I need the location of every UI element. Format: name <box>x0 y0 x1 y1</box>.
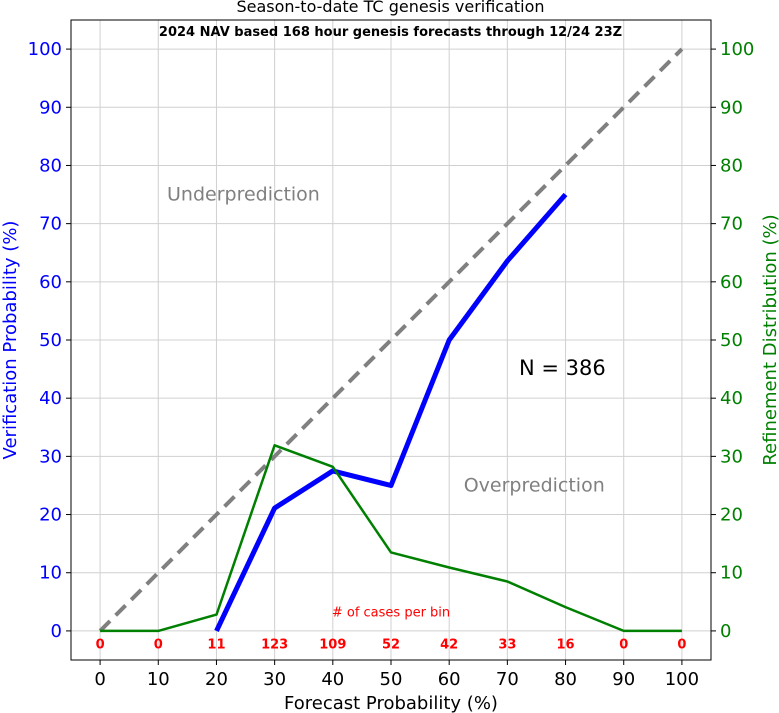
x-axis: 0 10 20 30 40 50 60 70 80 90 100 <box>94 660 699 690</box>
x-tick-label-70: 70 <box>496 669 519 690</box>
x-tick-label-50: 50 <box>380 669 403 690</box>
y-right-tick-label-40: 40 <box>720 388 743 409</box>
x-tick-label-20: 20 <box>205 669 228 690</box>
case-count-60: 42 <box>440 637 458 652</box>
case-count-30: 123 <box>261 637 288 652</box>
overprediction-label: Overprediction <box>464 474 605 496</box>
x-tick-label-30: 30 <box>263 669 286 690</box>
cases-per-bin-row: 0 0 11 123 109 52 42 33 16 0 0 <box>96 637 687 652</box>
y-right-tick-label-30: 30 <box>720 446 743 467</box>
grid <box>71 20 711 660</box>
x-tick-label-0: 0 <box>94 669 105 690</box>
y-left-tick-label-90: 90 <box>39 97 62 118</box>
y-axis-left: 0 10 20 30 40 50 60 70 80 90 100 <box>28 39 71 642</box>
y-left-tick-label-0: 0 <box>51 621 62 642</box>
y-right-tick-label-50: 50 <box>720 330 743 351</box>
case-count-80: 16 <box>556 637 574 652</box>
y-right-tick-label-100: 100 <box>720 39 754 60</box>
y-left-tick-label-40: 40 <box>39 388 62 409</box>
series-layer <box>98 47 684 633</box>
y-left-tick-label-30: 30 <box>39 446 62 467</box>
x-tick-label-10: 10 <box>147 669 170 690</box>
x-tick-label-80: 80 <box>554 669 577 690</box>
case-count-40: 109 <box>319 637 346 652</box>
case-count-20: 11 <box>207 637 225 652</box>
x-tick-label-100: 100 <box>665 669 699 690</box>
case-count-0: 0 <box>96 637 105 652</box>
case-count-70: 33 <box>498 637 516 652</box>
y-left-tick-label-50: 50 <box>39 330 62 351</box>
y-left-tick-label-10: 10 <box>39 563 62 584</box>
x-tick-label-90: 90 <box>612 669 635 690</box>
x-tick-label-60: 60 <box>438 669 461 690</box>
case-count-90: 0 <box>619 637 628 652</box>
y-right-tick-label-80: 80 <box>720 155 743 176</box>
series-refinement-line <box>100 444 682 633</box>
sample-size-label: N = 386 <box>519 356 606 380</box>
y-left-tick-label-70: 70 <box>39 214 62 235</box>
case-count-100: 0 <box>677 637 686 652</box>
y-left-tick-label-60: 60 <box>39 272 62 293</box>
y-left-tick-label-20: 20 <box>39 505 62 526</box>
series-perfect-line <box>98 47 684 633</box>
y-left-tick-label-80: 80 <box>39 155 62 176</box>
x-axis-title: Forecast Probability (%) <box>284 693 498 713</box>
y-right-tick-label-70: 70 <box>720 214 743 235</box>
chart-subtitle: 2024 NAV based 168 hour genesis forecast… <box>159 25 622 40</box>
underprediction-label: Underprediction <box>167 183 320 205</box>
y-right-tick-label-90: 90 <box>720 97 743 118</box>
cases-per-bin-label: # of cases per bin <box>332 605 450 620</box>
y-axis-right-title: Refinement Distribution (%) <box>760 214 779 465</box>
y-axis-left-title: Verification Probability (%) <box>0 221 21 460</box>
case-count-10: 0 <box>154 637 163 652</box>
case-count-50: 52 <box>382 637 400 652</box>
y-right-tick-label-20: 20 <box>720 505 743 526</box>
y-right-tick-label-0: 0 <box>720 621 731 642</box>
y-axis-right: 0 10 20 30 40 50 60 70 80 90 100 <box>711 39 754 642</box>
x-tick-label-40: 40 <box>321 669 344 690</box>
y-right-tick-label-10: 10 <box>720 563 743 584</box>
chart-title: Season-to-date TC genesis verification <box>236 0 544 16</box>
series-reliability-line <box>214 192 568 632</box>
y-left-tick-label-100: 100 <box>28 39 62 60</box>
y-right-tick-label-60: 60 <box>720 272 743 293</box>
